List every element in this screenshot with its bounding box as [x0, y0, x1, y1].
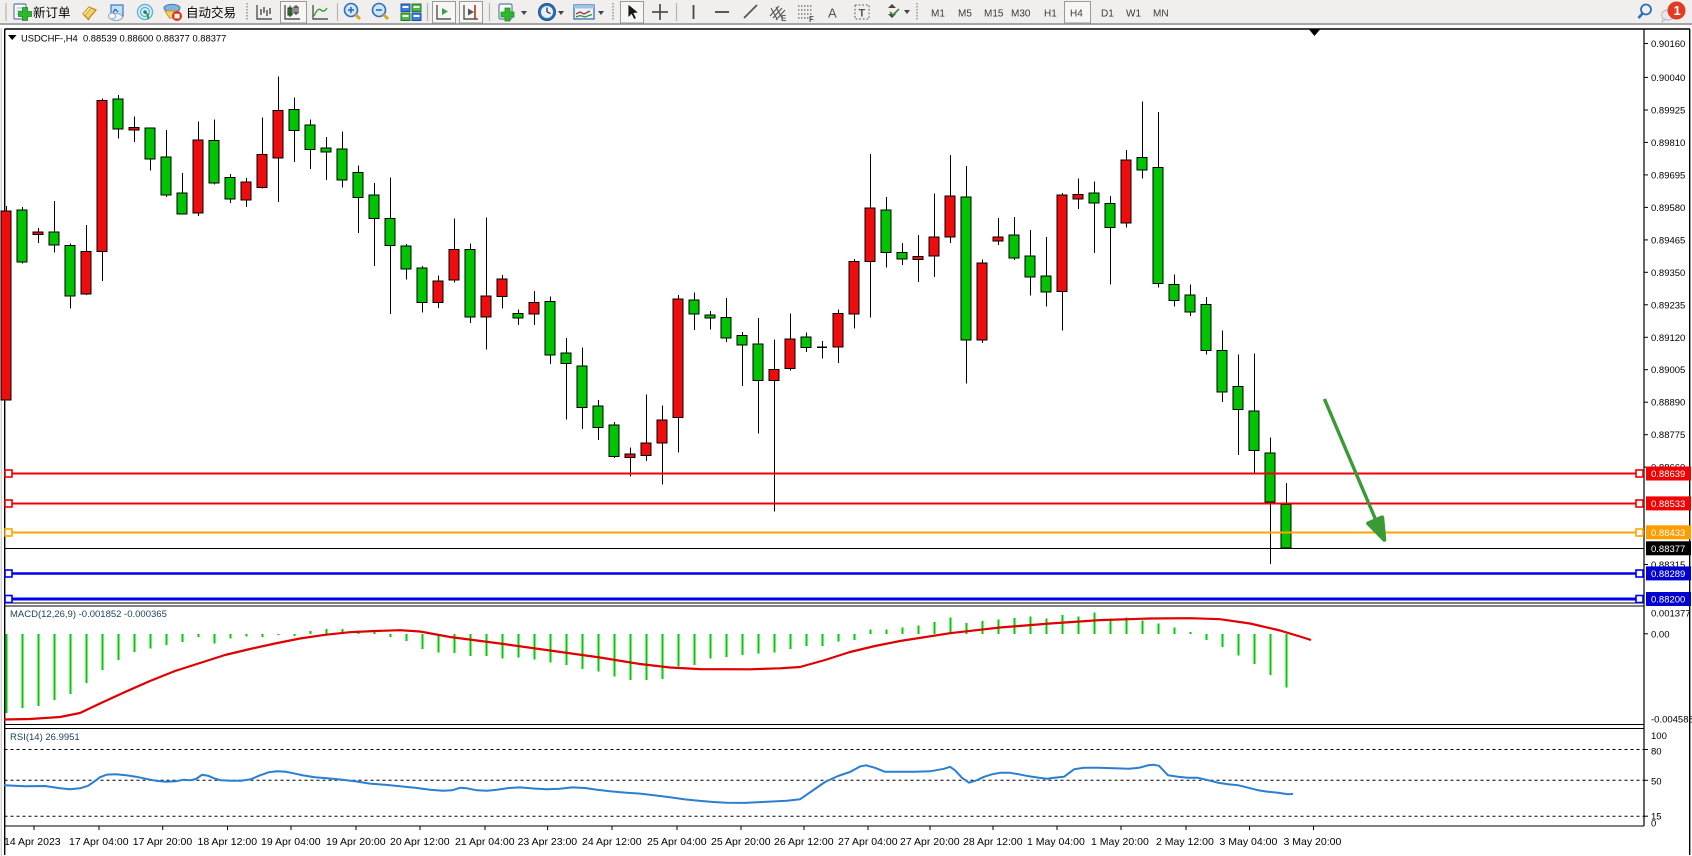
svg-text:2 May 12:00: 2 May 12:00 — [1156, 836, 1214, 848]
svg-text:MACD(12,26,9) -0.001852 -0.000: MACD(12,26,9) -0.001852 -0.000365 — [10, 609, 167, 620]
svg-text:19 Apr 20:00: 19 Apr 20:00 — [326, 836, 386, 848]
svg-text:0.88533: 0.88533 — [1651, 499, 1685, 510]
svg-text:0.89120: 0.89120 — [1651, 333, 1685, 344]
svg-text:25 Apr 20:00: 25 Apr 20:00 — [711, 836, 771, 848]
svg-text:17 Apr 20:00: 17 Apr 20:00 — [133, 836, 193, 848]
svg-text:1 May 04:00: 1 May 04:00 — [1027, 836, 1085, 848]
svg-text:H1: H1 — [1044, 9, 1057, 20]
svg-text:24 Apr 12:00: 24 Apr 12:00 — [582, 836, 642, 848]
svg-text:15: 15 — [1651, 811, 1662, 822]
svg-text:MN: MN — [1153, 9, 1169, 20]
svg-text:0.88433: 0.88433 — [1651, 528, 1685, 539]
svg-text:28 Apr 12:00: 28 Apr 12:00 — [963, 836, 1023, 848]
svg-text:E: E — [781, 14, 787, 23]
svg-text:0.89810: 0.89810 — [1651, 138, 1685, 149]
svg-text:0.89925: 0.89925 — [1651, 106, 1685, 117]
svg-text:W1: W1 — [1126, 9, 1141, 20]
svg-text:0.88315: 0.88315 — [1651, 560, 1685, 571]
svg-text:USDCHF-,H4 0.88539 0.88600 0.: USDCHF-,H4 0.88539 0.88600 0.88377 0.883… — [21, 33, 226, 44]
svg-text:20 Apr 12:00: 20 Apr 12:00 — [390, 836, 450, 848]
svg-text:0.89235: 0.89235 — [1651, 300, 1685, 311]
svg-text:1 May 20:00: 1 May 20:00 — [1091, 836, 1149, 848]
svg-text:0.88890: 0.88890 — [1651, 398, 1685, 409]
svg-text:14 Apr 2023: 14 Apr 2023 — [4, 836, 61, 848]
svg-text:0.89350: 0.89350 — [1651, 268, 1685, 279]
svg-text:0.90160: 0.90160 — [1651, 39, 1685, 50]
svg-text:0.88639: 0.88639 — [1651, 469, 1685, 480]
svg-text:18 Apr 12:00: 18 Apr 12:00 — [198, 836, 258, 848]
svg-text:0.89580: 0.89580 — [1651, 203, 1685, 214]
svg-text:H4: H4 — [1070, 9, 1083, 20]
svg-text:0.88377: 0.88377 — [1651, 544, 1685, 555]
svg-text:0.001377: 0.001377 — [1651, 608, 1691, 619]
svg-text:3 May 20:00: 3 May 20:00 — [1284, 836, 1342, 848]
svg-text:0.89465: 0.89465 — [1651, 235, 1685, 246]
svg-text:0.89695: 0.89695 — [1651, 170, 1685, 181]
svg-text:21 Apr 04:00: 21 Apr 04:00 — [455, 836, 515, 848]
svg-text:新订单: 新订单 — [33, 5, 71, 20]
svg-text:0.00: 0.00 — [1651, 629, 1670, 640]
svg-text:M30: M30 — [1011, 9, 1031, 20]
svg-text:0.88775: 0.88775 — [1651, 430, 1685, 441]
svg-text:80: 80 — [1651, 747, 1662, 758]
svg-text:26 Apr 12:00: 26 Apr 12:00 — [774, 836, 834, 848]
svg-text:0: 0 — [1651, 818, 1656, 829]
svg-text:0.88200: 0.88200 — [1651, 595, 1685, 606]
svg-text:25 Apr 04:00: 25 Apr 04:00 — [647, 836, 707, 848]
svg-text:50: 50 — [1651, 776, 1662, 787]
svg-text:RSI(14) 26.9951: RSI(14) 26.9951 — [10, 732, 80, 743]
svg-text:A: A — [828, 6, 837, 21]
svg-text:3 May 04:00: 3 May 04:00 — [1220, 836, 1278, 848]
svg-text:F: F — [809, 15, 814, 24]
svg-text:0.90040: 0.90040 — [1651, 73, 1685, 84]
svg-text:T: T — [859, 8, 866, 20]
svg-text:0.89005: 0.89005 — [1651, 365, 1685, 376]
svg-text:D1: D1 — [1101, 9, 1114, 20]
svg-text:自动交易: 自动交易 — [186, 5, 236, 20]
svg-text:M1: M1 — [931, 9, 945, 20]
svg-text:1: 1 — [1674, 3, 1681, 18]
svg-text:100: 100 — [1651, 731, 1667, 742]
svg-text:M5: M5 — [958, 9, 972, 20]
svg-text:27 Apr 04:00: 27 Apr 04:00 — [838, 836, 898, 848]
svg-text:17 Apr 04:00: 17 Apr 04:00 — [69, 836, 129, 848]
svg-text:M15: M15 — [984, 9, 1004, 20]
svg-text:19 Apr 04:00: 19 Apr 04:00 — [261, 836, 321, 848]
svg-text:-0.004588: -0.004588 — [1651, 715, 1692, 726]
svg-text:0.88289: 0.88289 — [1651, 569, 1685, 580]
svg-text:23 Apr 23:00: 23 Apr 23:00 — [518, 836, 578, 848]
svg-text:27 Apr 20:00: 27 Apr 20:00 — [900, 836, 960, 848]
